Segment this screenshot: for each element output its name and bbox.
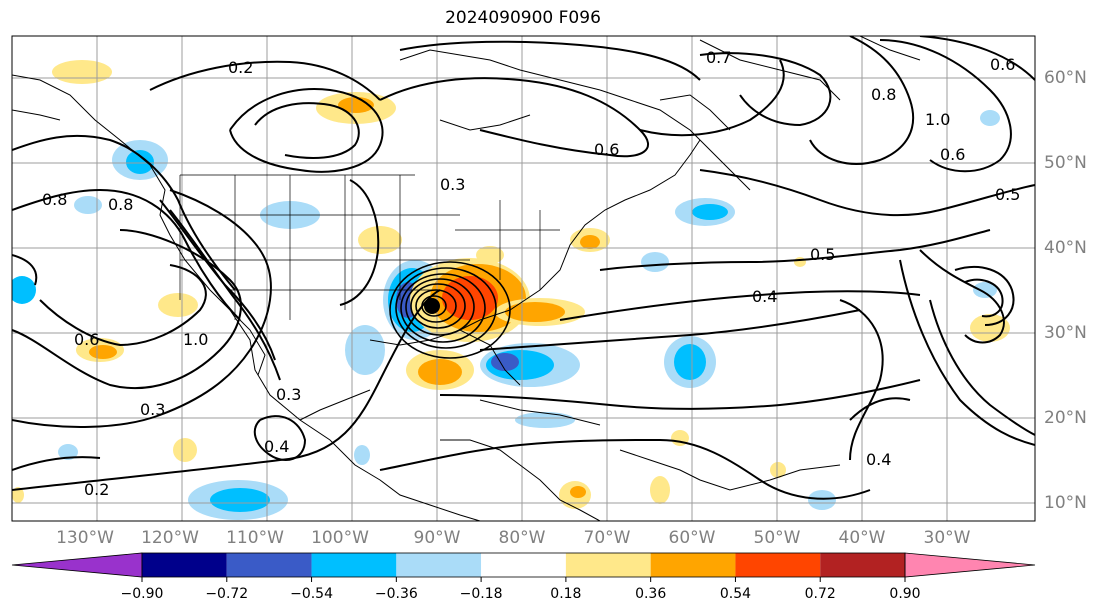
contour-label: 0.2 xyxy=(84,480,109,499)
lon-label: 100°W xyxy=(311,528,369,548)
contour-lines xyxy=(12,36,1035,500)
contour-label: 0.6 xyxy=(74,330,99,349)
colorbar-tick-label: −0.72 xyxy=(205,586,249,602)
low-pressure-center xyxy=(424,298,440,314)
map-panel: 0.2 0.2 0.7 0.6 0.6 0.6 0.8 0.8 0.8 0.4 … xyxy=(11,35,1036,522)
chart-title: 2024090900 F096 xyxy=(445,8,601,28)
colorbar-tick-label: −0.36 xyxy=(374,586,418,602)
colorbar-tick-label: −0.90 xyxy=(120,586,164,602)
lat-label: 40°N xyxy=(1044,238,1087,258)
contour-label-layer: 0.2 0.2 0.7 0.6 0.6 0.6 0.8 0.8 0.8 0.4 … xyxy=(42,48,1020,499)
contour-label: 0.7 xyxy=(706,48,731,67)
colorbar-tick-label: −0.54 xyxy=(290,586,333,602)
lat-label: 30°N xyxy=(1044,323,1087,343)
lon-label: 70°W xyxy=(583,528,631,548)
contour-label: 0.8 xyxy=(871,85,896,104)
colorbar-tick-label: 0.72 xyxy=(804,586,836,602)
contour-label: 1.0 xyxy=(925,110,950,129)
contour-label: 0.6 xyxy=(990,55,1015,74)
lat-label: 10°N xyxy=(1044,493,1087,513)
lon-label: 130°W xyxy=(56,528,114,548)
contour-label: 0.2 xyxy=(228,58,253,77)
low-pressure-rings xyxy=(389,261,511,359)
colorbar-tick-label: 0.54 xyxy=(719,586,752,602)
lon-label: 110°W xyxy=(226,528,284,548)
contour-label: 0.4 xyxy=(264,437,289,456)
lon-label: 90°W xyxy=(413,528,461,548)
lat-label: 60°N xyxy=(1044,68,1087,88)
lon-label: 80°W xyxy=(498,528,546,548)
state-borders xyxy=(179,174,560,320)
lat-label: 50°N xyxy=(1044,153,1087,173)
colorbar-tick-label: 0.36 xyxy=(635,586,667,602)
colorbar-tick-label: 0.18 xyxy=(550,586,582,602)
contour-label: 0.6 xyxy=(940,145,965,164)
contour-label: 0.5 xyxy=(810,245,835,264)
lon-label: 30°W xyxy=(923,528,971,548)
graticule xyxy=(12,36,1035,521)
colorbar-tick-label: −0.18 xyxy=(459,586,503,602)
contour-label: 0.5 xyxy=(995,185,1020,204)
lon-label: 60°W xyxy=(668,528,716,548)
contour-label: 1.0 xyxy=(183,330,208,349)
colorbar-tick-label: 0.90 xyxy=(889,586,921,602)
lon-label: 50°W xyxy=(753,528,801,548)
contour-label: 0.8 xyxy=(42,190,67,209)
lat-label: 20°N xyxy=(1044,408,1087,428)
contour-label: 0.6 xyxy=(594,140,619,159)
lon-label: 120°W xyxy=(141,528,199,548)
contour-label: 0.8 xyxy=(108,195,133,214)
lon-label: 40°W xyxy=(838,528,886,548)
contour-label: 0.4 xyxy=(752,287,777,306)
contour-label: 0.3 xyxy=(276,385,301,404)
contour-label: 0.3 xyxy=(140,400,165,419)
contour-label: 0.3 xyxy=(440,175,465,194)
contour-label: 0.4 xyxy=(866,450,891,469)
